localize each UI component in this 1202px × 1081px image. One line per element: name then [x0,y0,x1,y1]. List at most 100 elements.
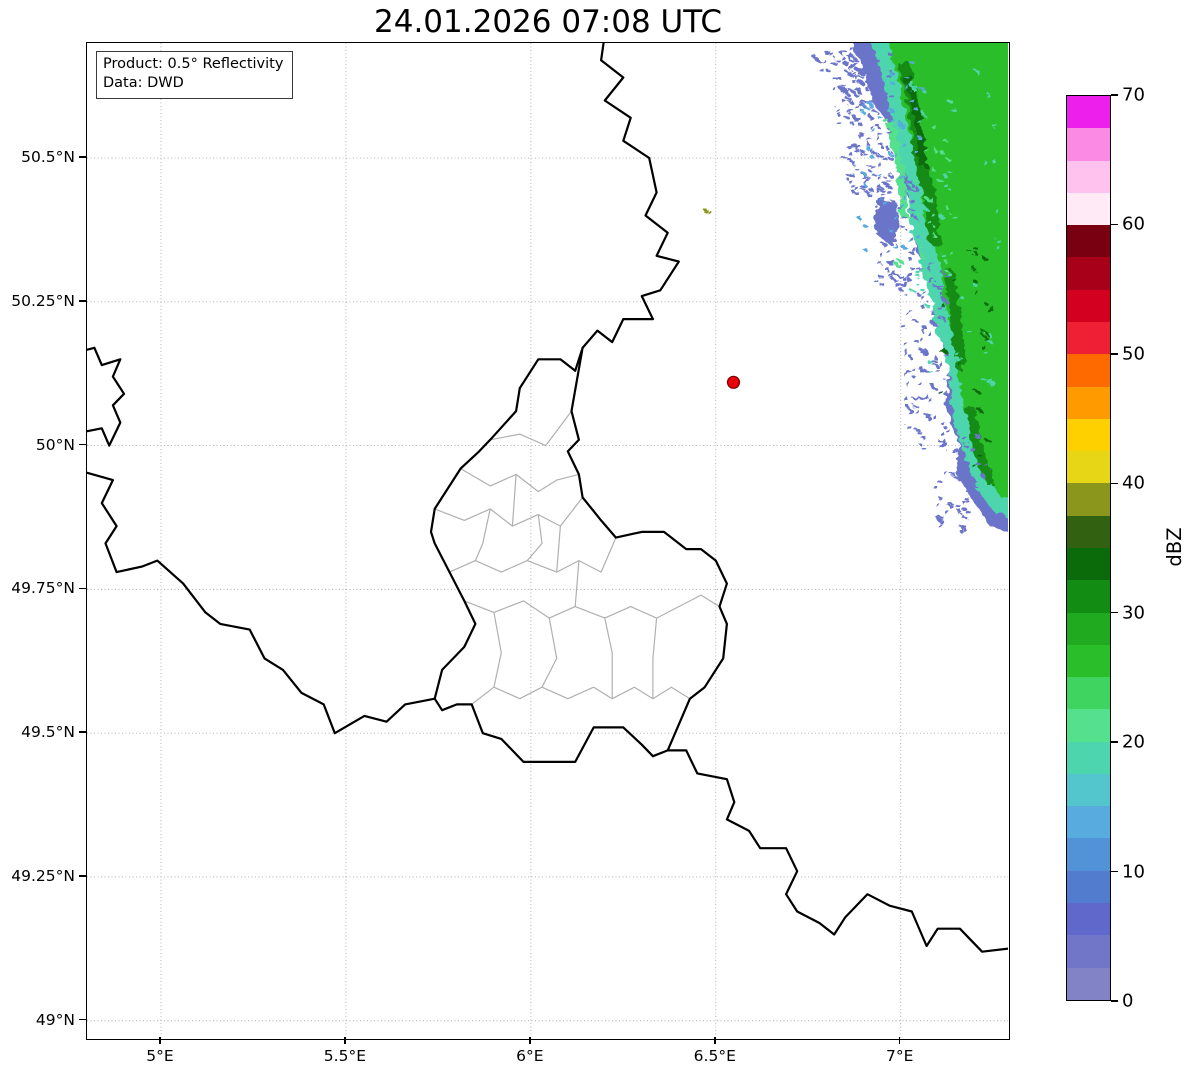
echo-speckle [886,202,891,206]
echo-speckle [956,476,960,480]
echo-speckle [948,171,953,175]
echo-speckle [857,150,862,154]
echo-speckle [938,214,943,218]
echo-speckle [892,238,897,242]
echo-speckle [920,305,925,309]
echo-speckle [858,123,863,127]
echo-speckle [901,175,906,179]
echo-speckle [919,246,924,250]
echo-speckle [929,310,934,314]
echo-speckle [882,201,887,205]
echo-speckle [927,416,932,420]
regional-border [652,618,658,699]
colorbar-band [1067,128,1110,161]
echo-speckle [901,275,905,279]
echo-speckle [939,309,944,313]
regional-border [434,497,584,527]
echo-speckle [855,115,860,119]
echo-speckle [827,52,831,55]
echo-speckle [926,272,931,276]
echo-speckle [887,238,892,242]
colorbar-band [1067,321,1110,355]
echo-speckle [915,379,920,383]
echo-speckle [925,370,930,374]
y-tick-label: 49°N [35,1010,75,1029]
echo-speckle [886,129,891,133]
echo-speckle [855,192,860,196]
echo-speckle [864,101,868,105]
echo-speckle [966,474,971,478]
echo-speckle [908,272,913,276]
echo-speckle [996,239,1001,243]
y-tick-label: 49.75°N [11,579,75,598]
echo-speckle [887,151,892,155]
echo-speckle [965,497,969,501]
echo-speckle [920,254,925,258]
echo-speckle [935,369,940,373]
echo-speckle [863,175,868,179]
echo-streak [904,73,927,168]
echo-speckle [858,75,863,79]
echo-speckle [901,142,906,146]
echo-speckle [913,320,918,324]
colorbar-band [1067,386,1110,419]
echo-speckle [943,175,948,179]
echo-speckle [913,339,918,343]
echo-speckle [949,505,954,509]
echo-speckle [910,248,915,252]
echo-speckle [882,215,887,219]
echo-speckle [813,57,818,61]
echo-speckle [836,59,841,63]
echo-speckle [908,229,913,233]
echo-speckle [933,364,938,368]
echo-speckle [910,356,914,360]
echo-speckle [954,356,959,360]
echo-speckle [945,261,950,265]
echo-speckle [943,298,948,302]
echo-speckle [865,80,870,84]
echo-speckle [892,215,897,219]
echo-speckle [897,273,902,276]
echo-speckle [845,157,850,161]
echo-speckle [888,228,893,232]
echo-speckle [894,263,899,266]
echo-speckle [941,304,946,308]
echo-speckle [904,181,909,185]
echo-speckle [840,56,845,60]
echo-speckle [914,410,919,414]
echo-speckle [861,52,866,56]
echo-speckle [881,236,886,240]
echo-speckle [891,82,896,86]
echo-speckle [865,191,870,195]
regional-border [449,537,617,573]
echo-speckle [878,252,883,256]
colorbar-tick-label: 20 [1122,731,1145,753]
echo-speckle [971,448,976,452]
echo-speckle [915,270,920,274]
echo-speckle [831,54,836,58]
x-tick-mark [714,1037,716,1044]
echo-speckle [942,318,947,321]
echo-speckle [996,211,1001,215]
map-canvas [87,43,1008,1038]
echo-speckle [906,186,911,190]
echo-speckle [875,58,880,62]
x-tick-label: 5.5°E [323,1047,367,1065]
regional-border [604,617,613,699]
echo-speckle [855,188,860,192]
y-tick-label: 50.25°N [11,291,75,310]
echo-speckle [926,197,930,201]
y-tick-mark [79,443,86,446]
x-tick-label: 6°E [516,1047,544,1065]
echo-speckle [868,102,873,106]
echo-speckle [858,131,863,135]
echo-speckle [869,149,874,153]
data-source-line: Data: DWD [103,75,184,92]
echo-streak [885,119,909,220]
echo-speckle [936,177,941,181]
echo-speckle [856,69,861,72]
echo-speckle [960,466,965,470]
colorbar-band [1067,547,1110,581]
echo-speckle [848,57,853,61]
echo-speckle [870,171,875,175]
